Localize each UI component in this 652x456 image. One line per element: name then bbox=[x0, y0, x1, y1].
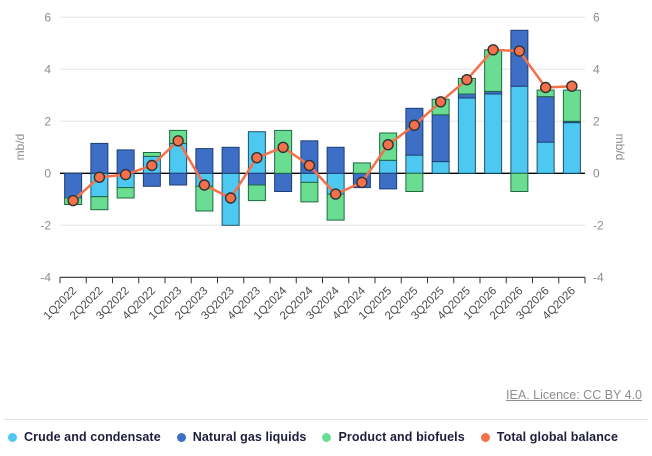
total-line-path bbox=[72, 48, 572, 202]
license-link[interactable]: IEA. Licence: CC BY 4.0 bbox=[506, 388, 642, 402]
bar-segment bbox=[562, 89, 581, 122]
x-axis-labels: 1Q20222Q20223Q20224Q20221Q20232Q20233Q20… bbox=[42, 285, 578, 323]
legend-marker-natural-gas-liquids bbox=[176, 432, 186, 442]
balance-chart-svg: -4 -4 -2 -2 0 0 2 2 4 4 6 6 mb/d mb/d 1Q20222Q20223Q20… bbox=[13, 10, 627, 323]
y-axis-labels: -4 -4 -2 -2 0 0 2 2 4 4 6 6 bbox=[40, 10, 604, 284]
total-marker bbox=[513, 45, 526, 57]
footer: IEA. Licence: CC BY 4.0 bbox=[0, 386, 642, 404]
total-marker bbox=[382, 138, 394, 151]
balance-chart: -4 -4 -2 -2 0 0 2 2 4 4 6 6 mb/d mb/d 1Q2022 2Q2022 3Q20… bbox=[13, 10, 627, 323]
total-marker bbox=[198, 179, 211, 191]
bar-segment bbox=[247, 184, 266, 202]
y-tick-label-right: -4 bbox=[593, 270, 604, 284]
bar-segment bbox=[510, 85, 529, 174]
bar-segment bbox=[274, 172, 293, 193]
y-tick-label-right: 2 bbox=[593, 114, 600, 128]
total-marker bbox=[119, 168, 132, 181]
total-marker bbox=[566, 80, 578, 92]
total-marker bbox=[539, 81, 552, 94]
y-tick-label-right: 4 bbox=[593, 62, 600, 76]
legend-item-total-global-balance[interactable]: Total global balance bbox=[480, 430, 619, 444]
y-tick-label-left: -2 bbox=[40, 218, 51, 232]
legend-marker-total-global-balance bbox=[480, 432, 490, 442]
divider bbox=[4, 419, 648, 420]
y-tick-label-left: 6 bbox=[44, 10, 51, 24]
x-axis bbox=[59, 276, 586, 284]
bar-segment bbox=[510, 29, 529, 87]
bar-segment bbox=[221, 146, 240, 174]
legend-marker-product-and-biofuels bbox=[322, 432, 332, 442]
legend-label: Crude and condensate bbox=[24, 430, 161, 444]
bar-segment bbox=[536, 96, 555, 143]
bar-segment bbox=[457, 97, 476, 174]
y-tick-label-left: -4 bbox=[40, 270, 51, 284]
total-marker bbox=[329, 188, 342, 200]
total-marker bbox=[408, 119, 421, 131]
bar-segment bbox=[247, 172, 266, 186]
total-marker bbox=[487, 44, 499, 56]
total-marker bbox=[277, 141, 289, 154]
legend-marker-crude-and-condensate bbox=[8, 432, 17, 442]
bar-segment bbox=[169, 172, 188, 186]
total-marker bbox=[461, 73, 473, 86]
total-marker bbox=[356, 176, 368, 189]
y-gridlines bbox=[60, 16, 585, 226]
bar-segment bbox=[510, 172, 529, 193]
bar-segment bbox=[562, 122, 581, 174]
legend-label: Product and biofuels bbox=[338, 430, 465, 444]
y-axis-title-right: mb/d bbox=[613, 134, 627, 161]
total-marker bbox=[303, 159, 316, 172]
bar-segment bbox=[405, 154, 424, 174]
bar-segment bbox=[431, 114, 450, 163]
legend-item-crude-and-condensate[interactable]: Crude and condensate bbox=[8, 430, 161, 444]
total-marker bbox=[67, 194, 79, 207]
bar-segment bbox=[379, 159, 398, 174]
y-tick-label-left: 0 bbox=[44, 166, 51, 180]
legend-label: Natural gas liquids bbox=[192, 430, 307, 444]
bar-segment bbox=[484, 93, 503, 174]
total-marker bbox=[251, 151, 263, 164]
y-tick-label-left: 4 bbox=[44, 62, 51, 76]
y-tick-label-left: 2 bbox=[44, 114, 51, 128]
bar-segment bbox=[116, 187, 135, 199]
legend-item-product-and-biofuels[interactable]: Product and biofuels bbox=[322, 430, 465, 444]
y-tick-label-right: -2 bbox=[593, 218, 604, 232]
bar-segment bbox=[142, 152, 161, 157]
total-marker bbox=[172, 135, 184, 147]
bar-segment bbox=[90, 142, 109, 174]
bar-segment bbox=[90, 196, 109, 211]
chart-legend: Crude and condensate Natural gas liquids P… bbox=[8, 430, 618, 444]
total-marker bbox=[224, 192, 237, 204]
y-tick-label-right: 0 bbox=[593, 166, 600, 180]
total-marker bbox=[93, 171, 106, 183]
bar-segment bbox=[142, 172, 161, 187]
bar-series bbox=[64, 29, 581, 226]
bar-segment bbox=[405, 172, 424, 193]
bar-segment bbox=[457, 93, 476, 99]
bar-segment bbox=[195, 148, 214, 174]
total-marker bbox=[146, 159, 158, 172]
y-axis-title-left: mb/d bbox=[13, 134, 27, 161]
bar-segment bbox=[326, 146, 345, 174]
bar-segment bbox=[379, 172, 398, 190]
total-marker bbox=[434, 96, 447, 108]
bar-segment bbox=[405, 107, 424, 156]
bar-segment bbox=[300, 181, 319, 203]
y-tick-label-right: 6 bbox=[593, 10, 600, 24]
total-balance-line bbox=[67, 44, 578, 207]
bar-segment bbox=[431, 161, 450, 174]
legend-label: Total global balance bbox=[496, 430, 619, 444]
bar-segment bbox=[300, 172, 319, 183]
legend-item-natural-gas-liquids[interactable]: Natural gas liquids bbox=[176, 430, 307, 444]
bar-segment bbox=[536, 141, 555, 174]
